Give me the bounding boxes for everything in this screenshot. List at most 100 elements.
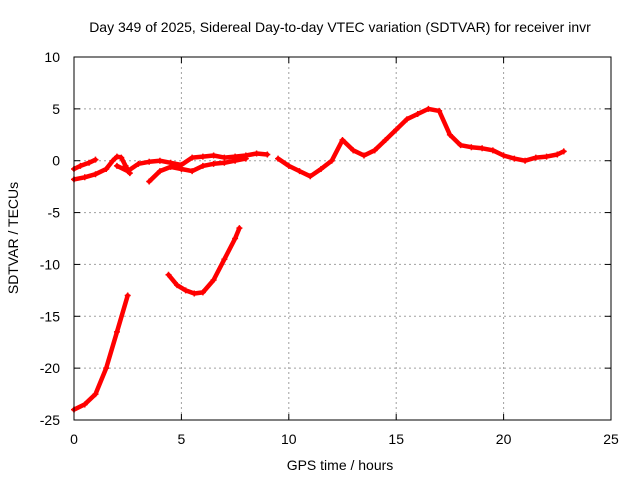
y-tick-label: 0 bbox=[52, 153, 60, 169]
data-point bbox=[307, 173, 314, 180]
data-point bbox=[393, 126, 400, 133]
data-point bbox=[328, 157, 335, 164]
y-tick-label: -25 bbox=[40, 412, 60, 428]
data-point bbox=[113, 153, 120, 160]
data-point bbox=[543, 153, 550, 160]
data-point bbox=[253, 150, 260, 157]
data-point bbox=[489, 147, 496, 154]
data-point bbox=[81, 401, 88, 408]
x-tick-label: 25 bbox=[603, 431, 619, 447]
data-point bbox=[146, 158, 153, 165]
data-point bbox=[92, 391, 99, 398]
data-point bbox=[350, 147, 357, 154]
data-point bbox=[189, 168, 196, 175]
data-point bbox=[178, 166, 185, 173]
chart-title: Day 349 of 2025, Sidereal Day-to-day VTE… bbox=[89, 19, 591, 35]
data-point bbox=[457, 142, 464, 149]
data-point bbox=[236, 225, 243, 232]
series-group bbox=[71, 105, 567, 413]
data-point bbox=[135, 160, 142, 167]
data-point bbox=[264, 151, 271, 158]
x-tick-label: 0 bbox=[70, 431, 78, 447]
y-axis-label: SDTVAR / TECUs bbox=[5, 182, 21, 294]
data-point bbox=[156, 168, 163, 175]
data-point bbox=[109, 157, 116, 164]
series-segment-5 bbox=[275, 106, 566, 179]
data-point bbox=[554, 151, 561, 158]
data-point bbox=[285, 162, 292, 169]
data-point bbox=[199, 162, 206, 169]
data-point bbox=[436, 107, 443, 114]
plot-frame bbox=[73, 56, 612, 421]
data-point bbox=[242, 155, 249, 162]
data-point bbox=[522, 157, 529, 164]
data-point bbox=[371, 147, 378, 154]
y-tick-label: -5 bbox=[48, 205, 61, 221]
data-point bbox=[113, 162, 120, 169]
x-axis-ticks: 0 5 10 15 20 25 bbox=[70, 57, 619, 447]
x-tick-label: 20 bbox=[496, 431, 512, 447]
data-point bbox=[103, 365, 110, 372]
data-point bbox=[511, 155, 518, 162]
data-point bbox=[156, 157, 163, 164]
data-point bbox=[221, 159, 228, 166]
data-point bbox=[174, 282, 181, 289]
data-point bbox=[296, 168, 303, 175]
data-point bbox=[92, 156, 99, 163]
data-point bbox=[403, 116, 410, 123]
data-point bbox=[167, 163, 174, 170]
y-tick-label: -20 bbox=[40, 360, 60, 376]
data-point bbox=[103, 166, 110, 173]
data-point bbox=[86, 159, 93, 166]
data-point bbox=[221, 256, 228, 263]
y-tick-label: -15 bbox=[40, 308, 60, 324]
data-point bbox=[446, 131, 453, 138]
data-point bbox=[318, 166, 325, 173]
data-point bbox=[118, 154, 125, 161]
data-point bbox=[146, 178, 153, 185]
data-point bbox=[189, 154, 196, 161]
data-point bbox=[81, 174, 88, 181]
data-point bbox=[210, 152, 217, 159]
x-tick-label: 15 bbox=[388, 431, 404, 447]
data-point bbox=[199, 289, 206, 296]
series-segment-4 bbox=[146, 156, 249, 184]
data-point bbox=[210, 276, 217, 283]
data-point bbox=[191, 290, 198, 297]
series-segment-7 bbox=[166, 225, 242, 296]
data-point bbox=[77, 162, 84, 169]
data-point bbox=[468, 144, 475, 151]
data-point bbox=[232, 235, 239, 242]
grid-lines bbox=[74, 57, 611, 420]
data-point bbox=[414, 111, 421, 118]
data-point bbox=[92, 171, 99, 178]
y-axis-ticks: -25 -20 -15 -10 -5 0 5 10 bbox=[40, 49, 611, 428]
data-point bbox=[182, 287, 189, 294]
data-point bbox=[165, 271, 172, 278]
y-tick-label: 10 bbox=[44, 49, 60, 65]
data-point bbox=[360, 152, 367, 159]
data-point bbox=[124, 168, 131, 175]
data-point bbox=[339, 136, 346, 143]
data-point bbox=[210, 160, 217, 167]
data-point bbox=[382, 136, 389, 143]
y-tick-label: 5 bbox=[52, 101, 60, 117]
data-point bbox=[479, 145, 486, 152]
series-segment-6 bbox=[71, 293, 130, 412]
data-point bbox=[199, 153, 206, 160]
data-point bbox=[232, 157, 239, 164]
x-tick-label: 5 bbox=[178, 431, 186, 447]
data-point bbox=[532, 154, 539, 161]
x-tick-label: 10 bbox=[281, 431, 297, 447]
data-point bbox=[275, 155, 282, 162]
data-point bbox=[500, 152, 507, 159]
data-point bbox=[560, 148, 567, 155]
data-point bbox=[113, 328, 120, 335]
series-segment-1 bbox=[71, 157, 98, 172]
y-tick-label: -10 bbox=[40, 256, 60, 272]
data-point bbox=[221, 154, 228, 161]
x-axis-label: GPS time / hours bbox=[287, 457, 394, 473]
data-point bbox=[124, 292, 131, 299]
data-point bbox=[425, 105, 432, 112]
